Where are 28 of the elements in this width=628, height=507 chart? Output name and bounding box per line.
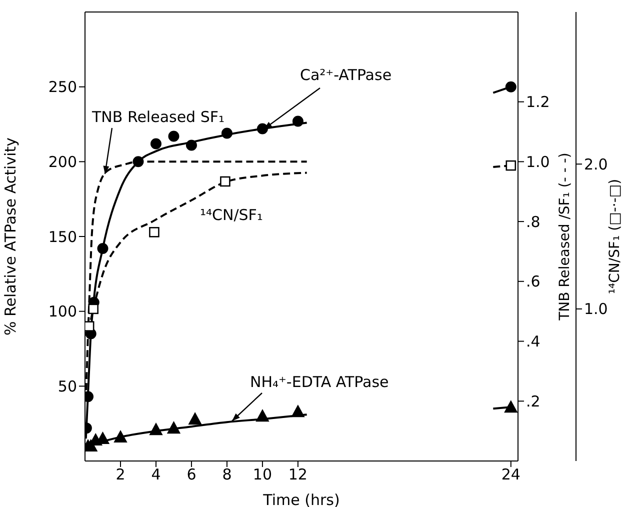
y2-tick-label: 1.0 (526, 152, 550, 171)
text: TNB Released SF₁ (91, 108, 225, 126)
y-tick-label: 50 (58, 377, 77, 396)
x-tick-label: 4 (151, 466, 161, 484)
y2-tick-label: .4 (526, 332, 540, 351)
y3-axis-title: ¹⁴CN/SF₁ (□-·-□) (606, 178, 623, 294)
y-tick-label: 150 (48, 228, 77, 246)
x-tick-label: 24 (501, 466, 520, 484)
y-tick-label: 200 (48, 152, 77, 171)
y2-tick-label: .6 (526, 272, 540, 291)
x-axis-title: Time (hrs) (262, 491, 340, 507)
x-tick-label: 8 (222, 466, 232, 484)
text: Ca²⁺-ATPase (300, 66, 392, 84)
y3-tick-label: 1.0 (584, 300, 608, 318)
y-tick-label: 250 (48, 78, 77, 96)
y2-tick-label: .8 (526, 212, 540, 231)
y2-axis-title: TNB Released /SF₁ (- - -) (556, 152, 573, 322)
x-tick-label: 2 (116, 466, 126, 484)
series-label: ¹⁴CN/SF₁ (200, 206, 263, 224)
y-axis-title: % Relative ATPase Activity (1, 137, 20, 336)
y2-tick-label: 1.2 (526, 93, 550, 112)
series-label: NH₄⁺-EDTA ATPase (250, 373, 389, 391)
y2-tick-label: .2 (526, 392, 540, 410)
y-tick-label: 100 (48, 302, 77, 321)
x-tick-label: 6 (186, 466, 196, 484)
x-tick-label: 10 (252, 466, 272, 484)
y3-tick-label: 2.0 (584, 155, 608, 174)
x-tick-label: 12 (288, 466, 308, 484)
